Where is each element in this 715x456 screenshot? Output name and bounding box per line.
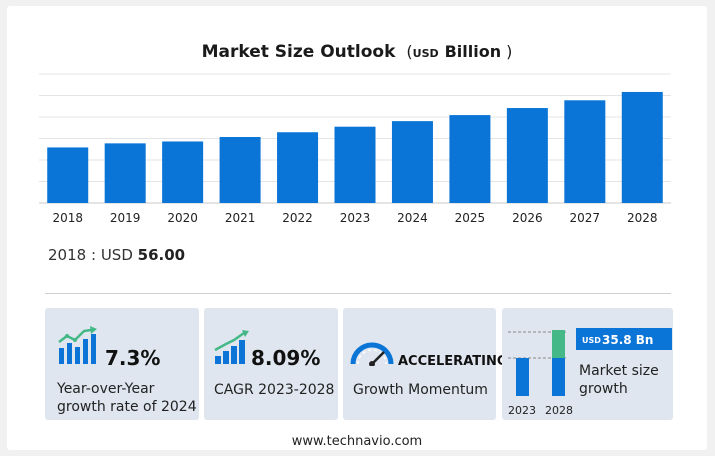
bar-2020 [162, 141, 204, 203]
bar-2023 [334, 126, 376, 203]
x-tick-label-2023: 2023 [340, 211, 371, 225]
title-text: Market Size Outlook [201, 42, 396, 62]
bar-2024 [391, 121, 433, 203]
badge-value: 35.8 Bn [602, 333, 653, 347]
x-tick-label-2027: 2027 [570, 211, 601, 225]
x-tick-label-2024: 2024 [397, 211, 428, 225]
x-tick-label-2022: 2022 [282, 211, 313, 225]
increment-mini-chart: USD 35.8 Bn 2023 2028 [508, 328, 672, 417]
baseline-value: 2018 : USD 56.00 [48, 246, 185, 264]
bar-2018 [47, 147, 89, 203]
yoy-card: 7.3% Year-over-Year growth rate of 2024 [45, 308, 199, 420]
increment-segment [552, 330, 565, 358]
baseline-currency: USD [100, 246, 133, 264]
yoy-caption-1: Year-over-Year [57, 381, 155, 397]
bar-2021 [219, 137, 261, 203]
x-tick-label-2019: 2019 [110, 211, 141, 225]
infographic: Market Size Outlook (USD Billion ) 2018 2… [7, 6, 707, 450]
increment-badge [576, 328, 672, 350]
yoy-value: 7.3% [105, 346, 161, 370]
x-tick-label-2018: 2018 [52, 211, 83, 225]
cagr-value: 8.09% [251, 346, 321, 370]
end-year-bar [552, 358, 565, 396]
momentum-card: ACCELERATING Growth Momentum [343, 308, 508, 420]
bar-2025 [449, 115, 491, 203]
bar-2022 [277, 132, 319, 203]
bar-2027 [564, 100, 606, 203]
x-tick-label-2025: 2025 [455, 211, 486, 225]
start-year-label: 2023 [508, 404, 536, 417]
start-year-bar [516, 358, 529, 396]
footer-site: www.technavio.com [291, 434, 423, 449]
end-year-label: 2028 [545, 404, 573, 417]
baseline-number: 56.00 [137, 246, 186, 264]
badge-prefix: USD [582, 336, 601, 345]
increment-card: USD 35.8 Bn 2023 2028 Market size growth [502, 308, 673, 420]
chart-title: Market Size Outlook (USD Billion ) [201, 42, 513, 62]
title-unit-word: Billion [444, 42, 502, 61]
bar-2019 [104, 143, 146, 203]
baseline-sep: : [90, 246, 97, 264]
increment-caption-2: growth [579, 381, 628, 397]
yoy-caption-2: growth rate of 2024 [57, 399, 197, 415]
bar-2026 [506, 108, 548, 203]
cagr-card: 8.09% CAGR 2023-2028 [204, 308, 338, 420]
x-tick-label-2021: 2021 [225, 211, 256, 225]
x-tick-label-2026: 2026 [512, 211, 543, 225]
bar-2028 [621, 91, 663, 203]
divider [45, 293, 671, 294]
bar-chart: 2018 2019 2020 2021 2022 2023 2024 2025 2026 2027… [39, 73, 671, 225]
title-unit-prefix: USD [412, 47, 439, 60]
increment-caption-1: Market size [579, 363, 659, 379]
rising-bars-icon [214, 330, 249, 364]
momentum-value: ACCELERATING [398, 354, 508, 369]
bar-growth-icon [58, 326, 97, 364]
momentum-caption: Growth Momentum [353, 382, 488, 398]
gauge-icon [350, 342, 394, 366]
x-tick-label-2020: 2020 [167, 211, 198, 225]
baseline-year: 2018 [48, 246, 87, 264]
cagr-caption: CAGR 2023-2028 [214, 382, 335, 398]
x-tick-label-2028: 2028 [627, 211, 658, 225]
